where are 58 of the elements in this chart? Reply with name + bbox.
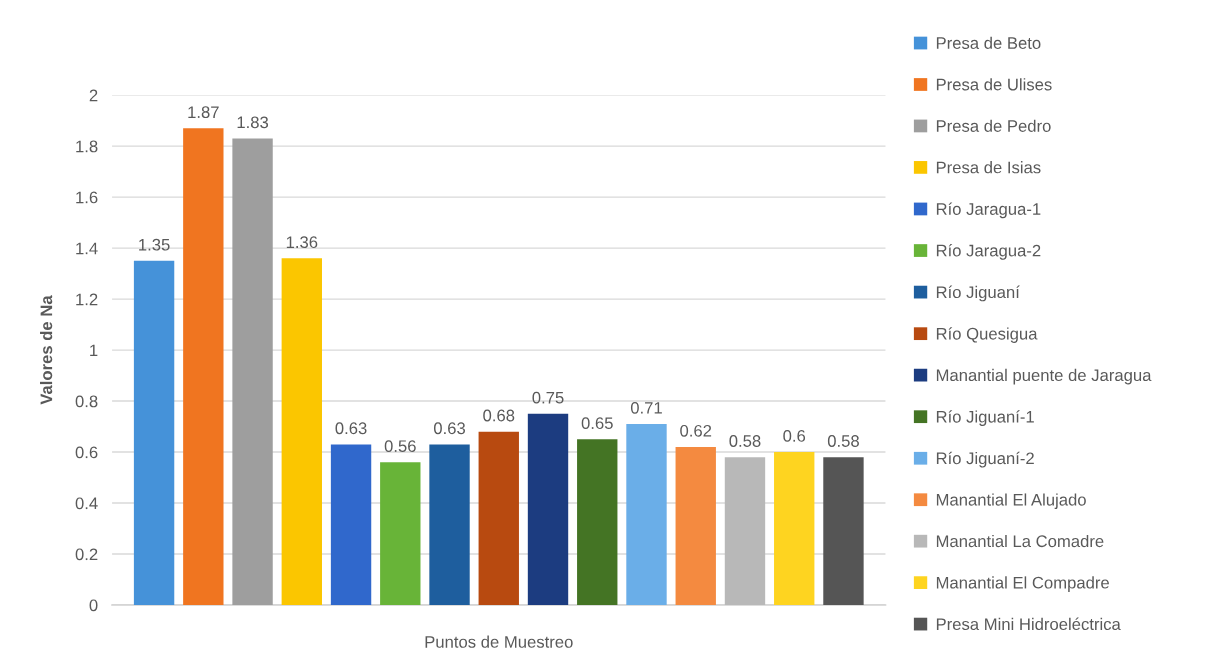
data-label: 0.6 [783, 430, 806, 442]
legend-label: Presa Mini Hidroeléctrica [936, 617, 1121, 631]
y-tick-label: 0.4 [75, 497, 98, 510]
x-axis-title: Puntos de Muestreo [425, 635, 573, 648]
y-tick-label: 0.8 [75, 395, 98, 408]
y-tick-label: 0.6 [75, 446, 98, 459]
legend-label: Manantial La Comadre [936, 534, 1104, 548]
y-tick-label: 1 [90, 344, 98, 357]
y-tick-label: 2 [89, 89, 98, 102]
bar [675, 446, 716, 606]
bar [724, 457, 766, 606]
legend-label: Río Jiguaní [936, 285, 1020, 302]
bar [577, 439, 618, 606]
legend-label: Manantial puente de Jaragua [936, 368, 1152, 385]
data-label: 0.62 [680, 424, 712, 437]
bar [380, 462, 421, 606]
legend-label: Presa de Isias [936, 161, 1041, 174]
bar [330, 444, 372, 606]
y-axis-title: Valores de Na [40, 295, 53, 405]
data-label: 0.75 [532, 391, 564, 404]
y-tick-label: 1.2 [76, 293, 98, 306]
legend-label: Río Jiguaní-1 [936, 410, 1034, 426]
y-tick-label: 0 [89, 599, 98, 612]
legend-label: Presa de Ulises [936, 78, 1052, 91]
legend-label: Río Jaragua-1 [936, 202, 1041, 219]
data-label: 0.63 [335, 422, 367, 435]
data-label: 0.68 [483, 409, 515, 422]
legend-label: Río Jaragua-2 [936, 244, 1041, 260]
data-label: 1.83 [237, 116, 269, 129]
data-label: 1.35 [139, 238, 170, 251]
data-label: 0.65 [581, 417, 613, 430]
bar [478, 431, 519, 606]
data-label: 0.58 [827, 435, 859, 447]
y-tick-label: 1.8 [76, 140, 98, 153]
data-label: 1.36 [286, 236, 318, 249]
data-label: 0.63 [433, 422, 466, 435]
bar [774, 452, 815, 606]
data-label: 0.71 [630, 401, 662, 414]
y-tick-label: 1.4 [76, 242, 98, 255]
bar [133, 260, 175, 606]
legend-label: Presa de Pedro [936, 119, 1051, 132]
data-label: 0.56 [384, 440, 416, 453]
bar [429, 444, 470, 606]
bar [823, 457, 864, 606]
data-label: 1.87 [188, 106, 219, 119]
legend-label: Manantial El Compadre [936, 576, 1109, 592]
bar [183, 128, 224, 606]
bar [527, 413, 569, 606]
legend-label: Río Jiguaní-2 [936, 451, 1034, 468]
data-label: 0.58 [729, 435, 761, 447]
bar [232, 138, 273, 606]
legend-label: Manantial El Alujado [936, 493, 1086, 509]
y-tick-label: 1.6 [76, 191, 98, 204]
legend-label: Presa de Beto [936, 36, 1041, 49]
y-tick-label: 0.2 [75, 548, 98, 561]
legend-label: Río Quesigua [936, 327, 1038, 343]
bar [281, 258, 322, 606]
bar [626, 424, 667, 606]
